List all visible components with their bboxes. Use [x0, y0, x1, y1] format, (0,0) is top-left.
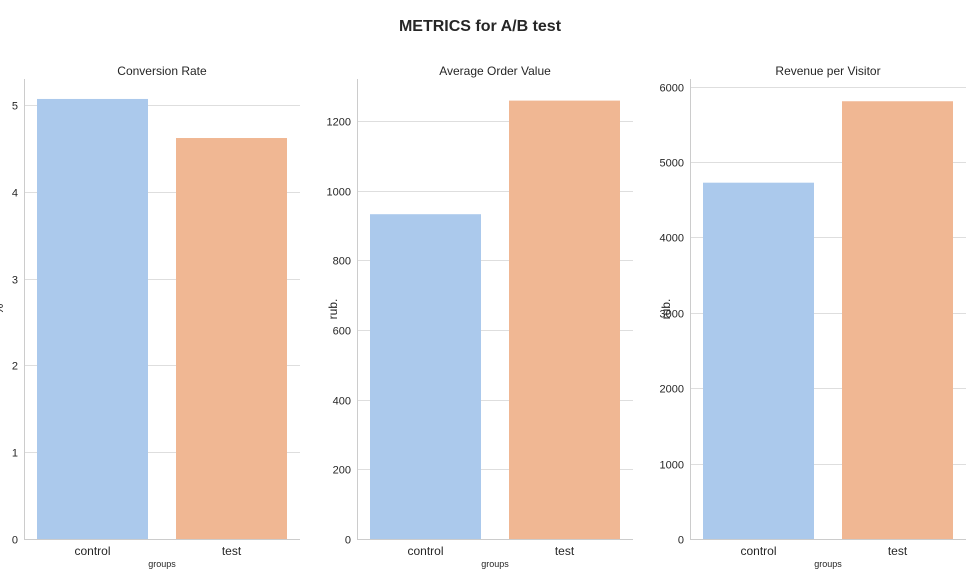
y-tick-label: 1200: [327, 117, 351, 129]
y-tick-label: 2: [12, 361, 18, 373]
y-axis-label: %: [0, 303, 6, 314]
x-axis-label: groups: [814, 559, 842, 569]
y-tick-label: 200: [333, 465, 351, 477]
x-tick-label: control: [74, 544, 110, 558]
bar-control: [370, 214, 481, 539]
x-tick-label: test: [222, 544, 242, 558]
y-tick-label: 1000: [660, 460, 684, 472]
bar-test: [176, 138, 287, 540]
subplot-title: Revenue per Visitor: [775, 64, 880, 78]
y-tick-label: 1: [12, 448, 18, 460]
y-tick-label: 3000: [660, 309, 684, 321]
bar-test: [842, 101, 953, 539]
y-tick-label: 800: [333, 256, 351, 268]
y-tick-label: 0: [345, 535, 351, 547]
bar-test: [509, 100, 620, 539]
subplot-title: Conversion Rate: [117, 64, 207, 78]
x-axis-label: groups: [148, 559, 176, 569]
y-axis-label: rub.: [326, 299, 340, 320]
y-tick-label: 5000: [660, 158, 684, 170]
y-tick-label: 2000: [660, 384, 684, 396]
x-axis-label: groups: [481, 559, 509, 569]
y-tick-label: 5: [12, 101, 18, 113]
subplot-title: Average Order Value: [439, 64, 551, 78]
y-tick-label: 6000: [660, 83, 684, 95]
y-tick-label: 600: [333, 326, 351, 338]
figure-title: METRICS for A/B test: [399, 18, 562, 35]
y-tick-label: 4: [12, 188, 18, 200]
x-tick-label: test: [555, 544, 575, 558]
x-tick-label: test: [888, 544, 908, 558]
y-tick-label: 1000: [327, 187, 351, 199]
y-tick-label: 0: [12, 535, 18, 547]
y-tick-label: 400: [333, 396, 351, 408]
y-tick-label: 4000: [660, 233, 684, 245]
x-tick-label: control: [740, 544, 776, 558]
bar-control: [37, 98, 148, 539]
y-tick-label: 0: [678, 535, 684, 547]
x-tick-label: control: [407, 544, 443, 558]
y-tick-label: 3: [12, 275, 18, 287]
y-axis-label: rub.: [659, 299, 673, 320]
bar-control: [703, 182, 814, 539]
